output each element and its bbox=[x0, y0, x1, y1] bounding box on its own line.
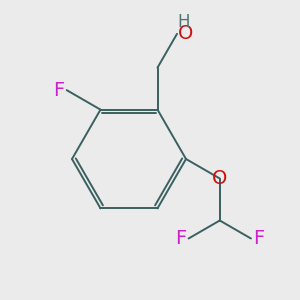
Text: O: O bbox=[212, 169, 227, 188]
Text: F: F bbox=[176, 229, 187, 248]
Text: F: F bbox=[53, 81, 64, 100]
Text: H: H bbox=[178, 14, 190, 32]
Text: F: F bbox=[253, 229, 264, 248]
Text: O: O bbox=[178, 24, 193, 44]
